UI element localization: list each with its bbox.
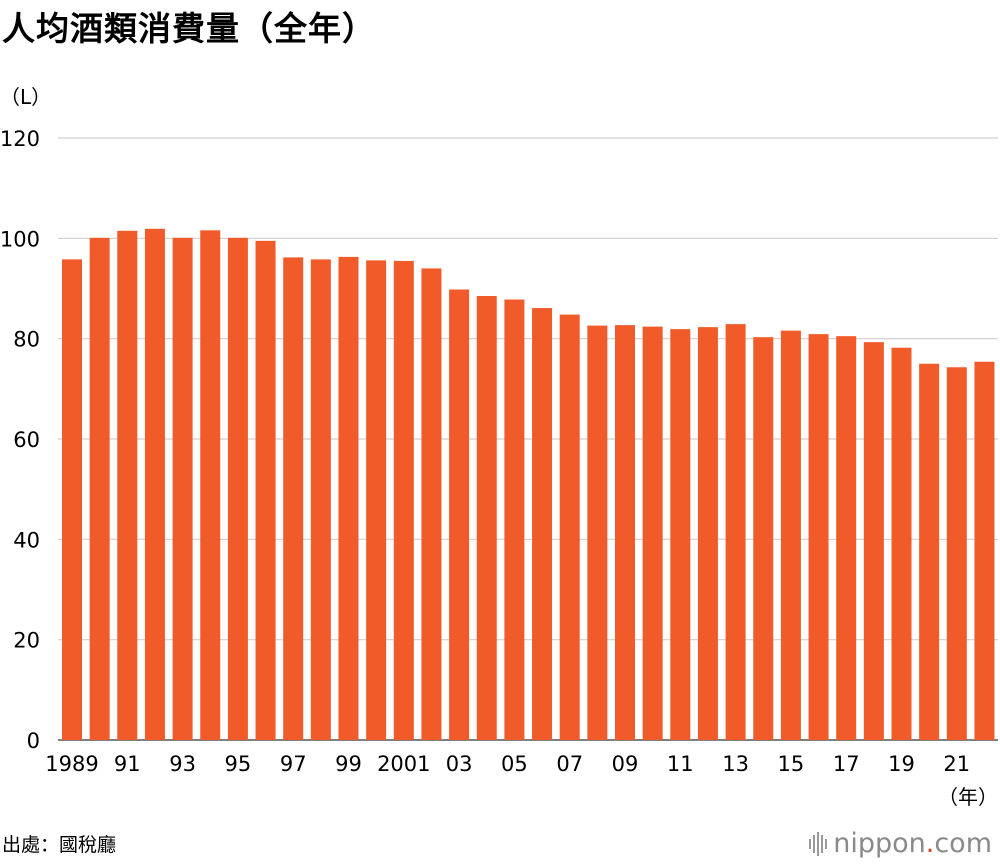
x-tick-label: 05 xyxy=(501,752,528,776)
y-tick-label: 60 xyxy=(13,428,40,452)
x-axis-ticks: 1989 91 93 95 97 99 2001 03 05 07 09 11 13 15 17 19 21 xyxy=(45,752,970,776)
bar-1989 xyxy=(62,259,82,740)
bar-2011 xyxy=(670,329,691,740)
x-tick-label: 2001 xyxy=(377,752,430,776)
bar-1994 xyxy=(200,230,221,740)
logo-mark-icon xyxy=(809,831,828,856)
logo-text: nippon.com xyxy=(833,828,992,859)
bar-2015 xyxy=(780,330,801,740)
x-tick-label: 13 xyxy=(722,752,749,776)
bar-2020 xyxy=(919,363,940,740)
y-tick-label: 100 xyxy=(0,227,40,251)
bar-2007 xyxy=(559,314,580,740)
bar-1998 xyxy=(310,259,331,740)
bar-2021 xyxy=(946,367,967,740)
bar-2003 xyxy=(449,289,470,740)
y-axis-ticks: 0 20 40 60 80 100 120 xyxy=(0,127,40,753)
bar-1993 xyxy=(172,237,193,740)
x-tick-label: 95 xyxy=(225,752,252,776)
logo-tld: com xyxy=(934,828,992,859)
logo-brand: nippon xyxy=(833,828,926,859)
x-tick-label: 11 xyxy=(667,752,694,776)
bar-2013 xyxy=(725,324,746,740)
bars xyxy=(62,228,995,741)
bar-2001 xyxy=(393,260,414,740)
bar-1995 xyxy=(227,237,248,740)
bar-2004 xyxy=(476,296,497,740)
source-note: 出處：國稅廳 xyxy=(2,834,117,856)
y-tick-label: 120 xyxy=(0,127,40,151)
y-tick-label: 40 xyxy=(13,528,40,552)
bar-2014 xyxy=(753,337,774,740)
y-tick-label: 20 xyxy=(13,629,40,653)
x-tick-label: 15 xyxy=(778,752,805,776)
x-tick-label: 03 xyxy=(446,752,473,776)
bar-2018 xyxy=(863,342,884,740)
x-tick-label: 99 xyxy=(335,752,362,776)
bar-1996 xyxy=(255,240,276,740)
x-tick-label: 07 xyxy=(556,752,583,776)
chart-title: 人均酒類消費量（全年） xyxy=(2,9,376,48)
bar-2009 xyxy=(615,325,635,740)
x-tick-label: 17 xyxy=(833,752,860,776)
x-tick-label: 09 xyxy=(612,752,639,776)
bar-2010 xyxy=(642,326,663,740)
x-tick-label: 93 xyxy=(169,752,196,776)
x-tick-label: 19 xyxy=(888,752,915,776)
y-axis-label: （L） xyxy=(0,85,51,109)
bar-1990 xyxy=(89,237,110,740)
bar-2006 xyxy=(532,308,553,740)
bar-1997 xyxy=(283,257,304,740)
x-tick-label: 1989 xyxy=(45,752,98,776)
y-tick-label: 0 xyxy=(27,729,40,753)
x-axis-label: （年） xyxy=(938,785,998,809)
nippon-logo: nippon.com xyxy=(809,828,992,859)
bar-2000 xyxy=(366,260,387,740)
bar-2022 xyxy=(974,361,995,740)
logo-dot: . xyxy=(925,828,935,859)
x-tick-label: 91 xyxy=(114,752,141,776)
x-tick-label: 21 xyxy=(943,752,970,776)
gridlines xyxy=(58,137,998,741)
bar-2017 xyxy=(836,336,857,740)
y-tick-label: 80 xyxy=(13,328,40,352)
bar-2019 xyxy=(891,347,912,740)
x-tick-label: 97 xyxy=(280,752,307,776)
bar-2008 xyxy=(587,325,608,740)
bar-2002 xyxy=(421,268,442,740)
bar-1991 xyxy=(117,230,138,740)
bar-2016 xyxy=(808,334,829,740)
bar-2012 xyxy=(697,327,718,740)
bar-2005 xyxy=(504,299,525,740)
bar-1999 xyxy=(338,256,359,740)
bar-1992 xyxy=(144,228,165,741)
